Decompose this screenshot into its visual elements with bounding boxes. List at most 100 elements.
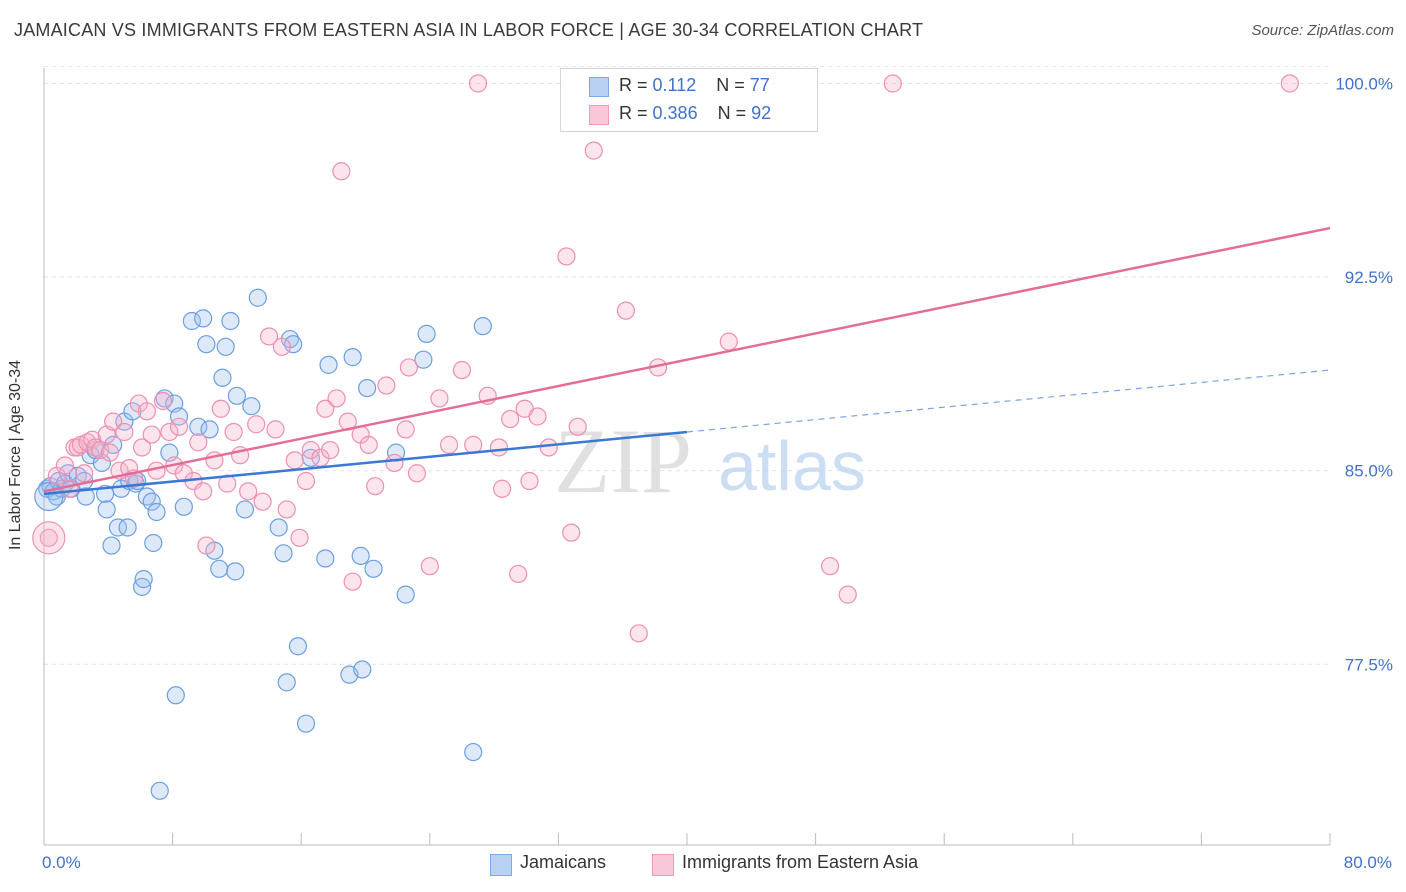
eastern-asia-point (272, 337, 292, 356)
y-tick-label: 92.5% (1345, 268, 1393, 287)
jamaican-point (216, 337, 235, 356)
eastern-asia-point (197, 536, 216, 555)
eastern-asia-point (266, 420, 285, 439)
jamaican-point (210, 559, 229, 578)
bottom-legend-swatch-jamaicans (490, 854, 512, 876)
eastern-asia-point (100, 443, 120, 462)
eastern-asia-point (838, 585, 857, 604)
watermark-atlas: atlas (718, 427, 866, 505)
axes (43, 68, 1331, 846)
eastern-asia-point (509, 564, 528, 584)
jamaican-point (200, 420, 219, 439)
eastern-asia-point (296, 471, 316, 491)
eastern-asia-point (629, 624, 648, 643)
eastern-asia-point (277, 500, 296, 519)
eastern-asia-point (60, 479, 79, 498)
eastern-asia-point (557, 247, 576, 266)
eastern-asia-point (247, 415, 266, 434)
watermark-zip: ZIP (554, 410, 692, 512)
jamaican-point (189, 417, 208, 436)
eastern-asia-point (883, 74, 902, 93)
eastern-asia-point (343, 572, 362, 591)
eastern-asia-point (137, 402, 156, 421)
jamaican-point (351, 546, 370, 565)
eastern-asia-point (616, 301, 636, 320)
eastern-asia-point (75, 464, 94, 483)
eastern-asia-point (239, 482, 258, 501)
eastern-asia-point (468, 74, 488, 93)
eastern-asia-point (68, 438, 87, 457)
eastern-asia-point (253, 492, 272, 511)
legend-n-value: 92 (751, 103, 772, 123)
eastern-asia-point (385, 453, 404, 473)
eastern-asia-point (1280, 74, 1299, 93)
eastern-asia-point (224, 422, 243, 442)
eastern-asia-point (489, 438, 509, 457)
eastern-asia-point (377, 376, 396, 395)
jamaican-point (132, 577, 152, 596)
jamaican-point (274, 544, 293, 563)
eastern-asia-point (366, 477, 385, 496)
jamaican-point (147, 502, 166, 522)
jamaican-point (242, 397, 261, 416)
legend-r-value: 0.112 (652, 75, 697, 95)
eastern-asia-point (359, 435, 378, 454)
jamaican-point (144, 533, 163, 553)
eastern-asia-point (407, 464, 427, 483)
legend-n-label: N = (717, 103, 747, 123)
legend-n-value: 77 (749, 75, 770, 95)
eastern-asia-point (332, 162, 351, 181)
jamaican-point (464, 742, 483, 762)
eastern-asia-point (290, 528, 309, 547)
jamaican-point (364, 559, 383, 578)
eastern-asia-point (584, 141, 603, 160)
jamaican-point (213, 368, 232, 387)
bottom-legend-swatch-eastern-asia (652, 854, 674, 876)
jamaican-point (118, 518, 137, 537)
source-label: Source: ZipAtlas.com (1251, 22, 1394, 39)
eastern-asia-point (501, 409, 520, 429)
jamaican-point (174, 497, 193, 516)
eastern-asia-point (539, 438, 558, 457)
jamaican-point (150, 781, 169, 800)
jamaican-point (134, 570, 153, 589)
legend-r-label: R = (619, 75, 648, 95)
jamaican-point (226, 562, 245, 581)
jamaican-point (269, 518, 288, 537)
bottom-legend-label-eastern-asia: Immigrants from Eastern Asia (682, 852, 919, 872)
eastern-asia-point (142, 425, 161, 444)
jamaican-point (343, 348, 362, 367)
eastern-asia-point (316, 399, 335, 418)
jamaican-point (353, 660, 372, 679)
jamaican-point (102, 536, 121, 555)
jamaican-point (108, 518, 128, 537)
eastern-asia-point (430, 389, 449, 408)
eastern-asia-point (132, 438, 152, 457)
eastern-asia-point (452, 360, 472, 380)
eastern-asia-points (32, 74, 1299, 643)
eastern-asia-point (169, 417, 189, 436)
eastern-asia-point (55, 456, 74, 475)
jamaican-point (142, 492, 161, 511)
trend-line-jamaicans (43, 430, 688, 496)
eastern-asia-point (399, 358, 419, 377)
eastern-asia-point (153, 391, 173, 411)
jamaican-point (417, 324, 436, 343)
jamaican-point (316, 549, 335, 568)
jamaican-point (319, 355, 338, 374)
jamaican-point (97, 500, 116, 519)
jamaican-point (358, 378, 377, 398)
eastern-asia-point (259, 327, 279, 346)
jamaican-point (396, 585, 415, 604)
eastern-asia-point (562, 523, 581, 542)
bottom-legend-label-jamaicans: Jamaicans (520, 852, 607, 872)
jamaican-point (277, 673, 296, 692)
jamaican-point (169, 407, 189, 426)
trend-line-eastern-asia (43, 226, 1331, 493)
legend: R = 0.112 N = 77 R = 0.386 N = 92 (560, 68, 818, 132)
eastern-asia-point (285, 451, 304, 470)
jamaican-point (235, 500, 255, 519)
eastern-asia-point (820, 557, 840, 576)
jamaican-point (34, 481, 64, 512)
